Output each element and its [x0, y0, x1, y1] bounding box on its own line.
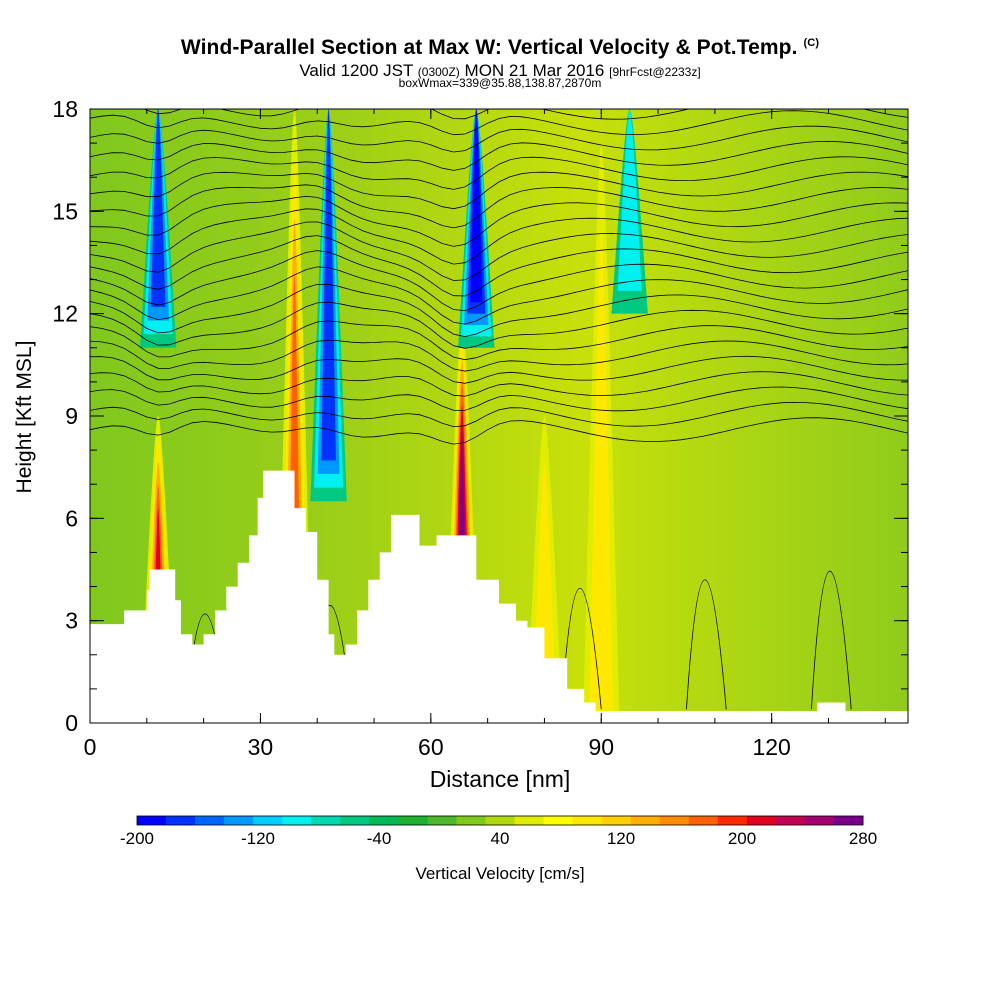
colorbar-swatch: [514, 816, 544, 825]
colorbar-label: Vertical Velocity [cm/s]: [415, 864, 585, 883]
theta-contour: [90, 371, 908, 397]
theta-contour: [90, 235, 908, 297]
colorbar-tick-label: 40: [491, 829, 510, 848]
y-tick-label: 12: [52, 301, 78, 327]
theta-contour: [90, 250, 908, 312]
colorbar: -200 -120 -40 40 120 200 280: [120, 815, 877, 848]
plot-area: [90, 65, 908, 723]
colorbar-tick-label: 120: [607, 829, 635, 848]
colorbar-swatch: [340, 816, 370, 825]
colorbar-swatch: [804, 816, 835, 825]
colorbar-swatch: [833, 816, 864, 825]
theta-contour: [90, 283, 908, 338]
theta-contour: [90, 156, 908, 190]
updraft-core-band: [589, 230, 614, 723]
theta-contours: [90, 65, 908, 710]
valid-time: Valid 1200 JST (0300Z) MON 21 Mar 2016 […: [299, 61, 701, 80]
y-tick-label: 15: [52, 198, 78, 224]
theta-contour: [561, 588, 602, 710]
theta-contour: [90, 417, 908, 445]
colorbar-swatch: [427, 816, 457, 825]
y-tick-label: 9: [65, 403, 78, 429]
colorbar-swatch: [543, 816, 573, 825]
colorbar-swatch: [282, 816, 312, 825]
theta-contour: [90, 65, 908, 92]
colorbar-swatch: [311, 816, 341, 825]
colorbar-swatch: [601, 816, 632, 825]
terrain: [90, 470, 908, 723]
colorbar-swatch: [456, 816, 486, 825]
y-tick-label: 6: [65, 505, 78, 531]
theta-contour: [90, 401, 908, 428]
colorbar-tick-label: 200: [728, 829, 756, 848]
theta-contour: [90, 171, 908, 210]
theta-contour: [90, 301, 908, 349]
colorbar-frame: [136, 815, 864, 826]
colorbar-swatch: [572, 816, 603, 825]
downdraft-core-band: [150, 109, 166, 307]
theta-contour: [90, 320, 908, 361]
theta-contour: [90, 339, 908, 372]
colorbar-swatch: [717, 816, 748, 825]
chart-title: Wind-Parallel Section at Max W: Vertical…: [180, 36, 820, 59]
axes: 0 30 60 90 120 0 3 6 9 12 15 18: [52, 96, 908, 760]
theta-contour: [143, 109, 908, 120]
colorbar-swatch: [224, 816, 254, 825]
colorbar-tick-label: 280: [849, 829, 877, 848]
colorbar-swatch: [398, 816, 428, 825]
theta-contour: [90, 266, 908, 325]
x-axis-label: Distance [nm]: [429, 766, 571, 792]
downdraft-core-band: [617, 109, 642, 291]
y-tick-label: 3: [65, 608, 78, 634]
colorbar-swatch: [659, 816, 690, 825]
box-info: boxWmax=339@35.88,138.87,2870m: [398, 76, 602, 90]
colorbar-swatch: [630, 816, 661, 825]
y-tick-label: 18: [52, 96, 78, 122]
theta-contour: [90, 386, 908, 412]
colorbar-swatch: [137, 816, 167, 825]
x-tick-label: 90: [588, 734, 614, 760]
theta-contour: [686, 579, 727, 710]
colorbar-swatch: [746, 816, 777, 825]
theta-contour: [90, 184, 908, 229]
colorbar-tick-label: -40: [367, 829, 392, 848]
theta-contour: [90, 140, 908, 171]
colorbar-swatch: [166, 816, 196, 825]
theta-contour: [90, 125, 908, 153]
theta-contour: [90, 80, 908, 105]
theta-contour: [90, 208, 908, 265]
colorbar-swatch: [688, 816, 719, 825]
theta-contour: [90, 221, 908, 281]
x-tick-label: 120: [752, 734, 790, 760]
y-tick-label: 0: [65, 710, 78, 736]
theta-contour: [90, 355, 908, 384]
colorbar-swatch: [195, 816, 225, 825]
colorbar-swatch: [369, 816, 399, 825]
theta-contour: [811, 570, 852, 710]
x-tick-label: 30: [248, 734, 274, 760]
x-tick-label: 0: [84, 734, 97, 760]
colorbar-tick-label: -120: [241, 829, 275, 848]
y-axis-label: Height [Kft MSL]: [13, 340, 36, 494]
theta-contour: [90, 195, 908, 247]
colorbar-swatch: [775, 816, 806, 825]
colorbar-swatch: [485, 816, 515, 825]
colorbar-swatch: [253, 816, 283, 825]
x-tick-label: 60: [418, 734, 444, 760]
copyright-mark: (C): [803, 37, 820, 49]
colorbar-tick-label: -200: [120, 829, 154, 848]
